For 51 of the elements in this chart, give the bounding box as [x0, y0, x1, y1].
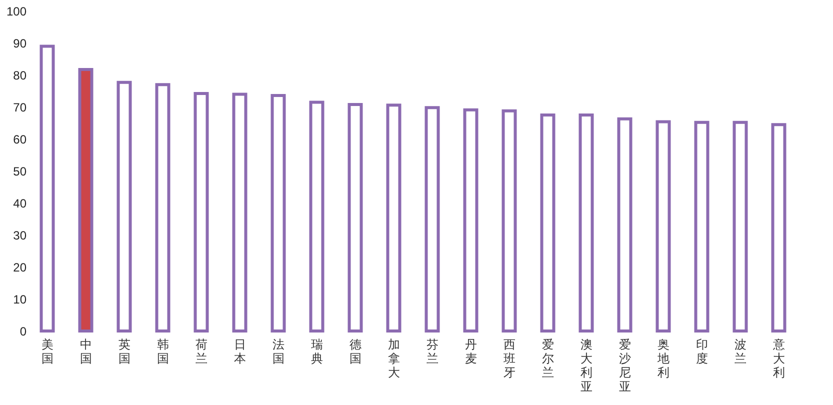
- x-tick-label: 韩国: [156, 338, 169, 366]
- x-tick-label: 西班牙: [503, 338, 516, 380]
- bar: [232, 92, 248, 332]
- y-tick-label: 100: [6, 4, 27, 18]
- bar: [540, 114, 556, 332]
- x-tick-label: 加拿大: [388, 338, 400, 380]
- y-tick-label: 0: [20, 324, 27, 338]
- bar: [771, 123, 786, 332]
- bar: [194, 92, 209, 332]
- x-tick-label: 奥地利: [656, 338, 670, 380]
- y-tick-label: 20: [13, 260, 27, 274]
- x-tick-label: 澳大利亚: [580, 338, 592, 394]
- x-tick-label: 爱沙尼亚: [618, 338, 631, 394]
- x-tick-label: 意大利: [772, 338, 785, 380]
- bar: [348, 102, 363, 332]
- bar: [309, 100, 324, 332]
- x-tick-label: 法国: [272, 338, 284, 366]
- x-tick-label: 爱尔兰: [542, 338, 554, 380]
- y-tick-label: 40: [13, 196, 27, 210]
- bar: [732, 120, 748, 332]
- bar: [463, 108, 478, 332]
- bar: [578, 114, 594, 332]
- x-tick-label: 日本: [234, 338, 246, 366]
- bar: [386, 104, 402, 332]
- y-tick-label: 70: [13, 100, 27, 114]
- bar: [78, 68, 94, 332]
- bar: [424, 106, 440, 332]
- x-tick-label: 瑞典: [310, 338, 323, 366]
- y-tick-label: 50: [13, 164, 27, 178]
- bar: [617, 117, 632, 332]
- y-tick-label: 90: [13, 36, 27, 50]
- bar: [270, 94, 286, 332]
- y-tick-label: 10: [13, 292, 27, 306]
- bar: [694, 120, 710, 332]
- bar: [656, 120, 671, 332]
- y-tick-label: 30: [13, 228, 27, 242]
- bar: [155, 83, 170, 332]
- bar: [116, 80, 132, 332]
- bar: [40, 44, 55, 332]
- x-tick-label: 荷兰: [195, 338, 208, 366]
- x-tick-label: 丹麦: [464, 338, 477, 366]
- x-tick-label: 印度: [696, 338, 708, 366]
- x-tick-label: 英国: [118, 338, 130, 366]
- x-tick-label: 美国: [41, 338, 54, 366]
- y-tick-label: 80: [13, 68, 27, 82]
- bar: [502, 109, 517, 332]
- x-tick-label: 波兰: [734, 338, 746, 366]
- x-tick-label: 芬兰: [426, 338, 438, 366]
- x-tick-label: 中国: [80, 338, 92, 366]
- y-tick-label: 60: [13, 132, 27, 146]
- x-tick-label: 德国: [349, 338, 362, 366]
